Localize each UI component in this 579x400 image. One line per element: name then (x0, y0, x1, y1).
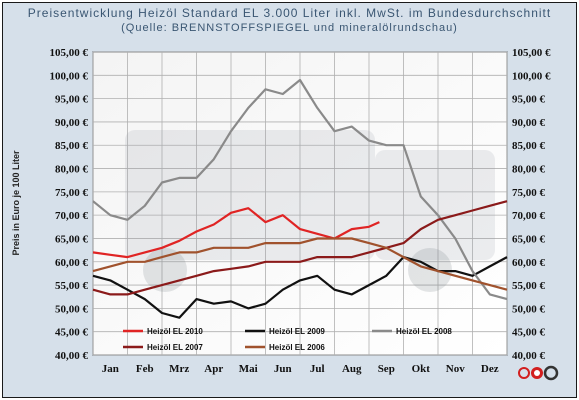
y-tick-label-right: 60,00 € (512, 257, 546, 269)
y-tick-label-left: 80,00 € (55, 164, 89, 176)
x-tick-label: Aug (342, 363, 362, 375)
series-line-4 (92, 237, 508, 291)
legend-label: Heizöl EL 2008 (396, 327, 452, 336)
legend-label: Heizöl EL 2007 (147, 343, 203, 352)
y-tick-label-left: 45,00 € (55, 327, 89, 339)
series-line-3 (92, 200, 508, 296)
legend-label: Heizöl EL 2006 (269, 343, 325, 352)
series-line-0 (92, 207, 380, 259)
y-tick-label-left: 60,00 € (55, 257, 89, 269)
y-tick-label-right: 40,00 € (512, 350, 546, 362)
y-tick-label-right: 70,00 € (512, 210, 546, 222)
y-tick-label-right: 45,00 € (512, 327, 546, 339)
watermark-truck-body (125, 130, 375, 260)
y-tick-label-right: 90,00 € (512, 117, 546, 129)
y-tick-label-left: 40,00 € (55, 350, 89, 362)
y-tick-label-right: 65,00 € (512, 233, 546, 245)
y-tick-label-right: 80,00 € (512, 164, 546, 176)
y-tick-label-right: 95,00 € (512, 94, 546, 106)
chart-title: Preisentwicklung Heizöl Standard EL 3.00… (27, 6, 552, 20)
x-tick-label: Nov (446, 363, 465, 375)
y-tick-label-left: 100,00 € (50, 70, 89, 82)
x-tick-label: Mrz (169, 363, 189, 375)
chart-subtitle: (Quelle: BRENNSTOFFSPIEGEL und mineralöl… (121, 22, 458, 34)
y-tick-label-left: 70,00 € (55, 210, 89, 222)
x-tick-label: Okt (412, 363, 431, 375)
x-tick-label: Jul (310, 363, 325, 375)
y-tick-label-left: 85,00 € (55, 140, 89, 152)
y-tick-label-right: 75,00 € (512, 187, 546, 199)
x-tick-label: Feb (136, 363, 154, 375)
x-tick-label: Jan (102, 363, 119, 375)
y-tick-label-left: 50,00 € (55, 303, 89, 315)
legend-label: Heizöl EL 2009 (269, 327, 325, 336)
y-tick-label-left: 95,00 € (55, 94, 89, 106)
x-tick-label: Mai (239, 363, 258, 375)
y-tick-label-left: 55,00 € (55, 280, 89, 292)
y-tick-label-left: 75,00 € (55, 187, 89, 199)
y-tick-label-left: 105,00 € (50, 47, 89, 59)
y-tick-label-right: 50,00 € (512, 303, 546, 315)
y-tick-label-right: 100,00 € (512, 70, 551, 82)
y-tick-label-right: 55,00 € (512, 280, 546, 292)
y-tick-label-left: 65,00 € (55, 233, 89, 245)
watermark-truck-cab (375, 150, 495, 260)
x-tick-label: Jun (274, 363, 292, 375)
legend-label: Heizöl EL 2010 (147, 327, 203, 336)
y-tick-label-right: 85,00 € (512, 140, 546, 152)
x-tick-label: Apr (204, 363, 223, 375)
x-tick-label: Dez (481, 363, 499, 375)
y-tick-label-right: 105,00 € (512, 47, 551, 59)
y-tick-label-left: 90,00 € (55, 117, 89, 129)
publisher-logo (518, 365, 559, 381)
series-line-2 (92, 78, 508, 301)
x-tick-label: Sep (378, 363, 395, 375)
